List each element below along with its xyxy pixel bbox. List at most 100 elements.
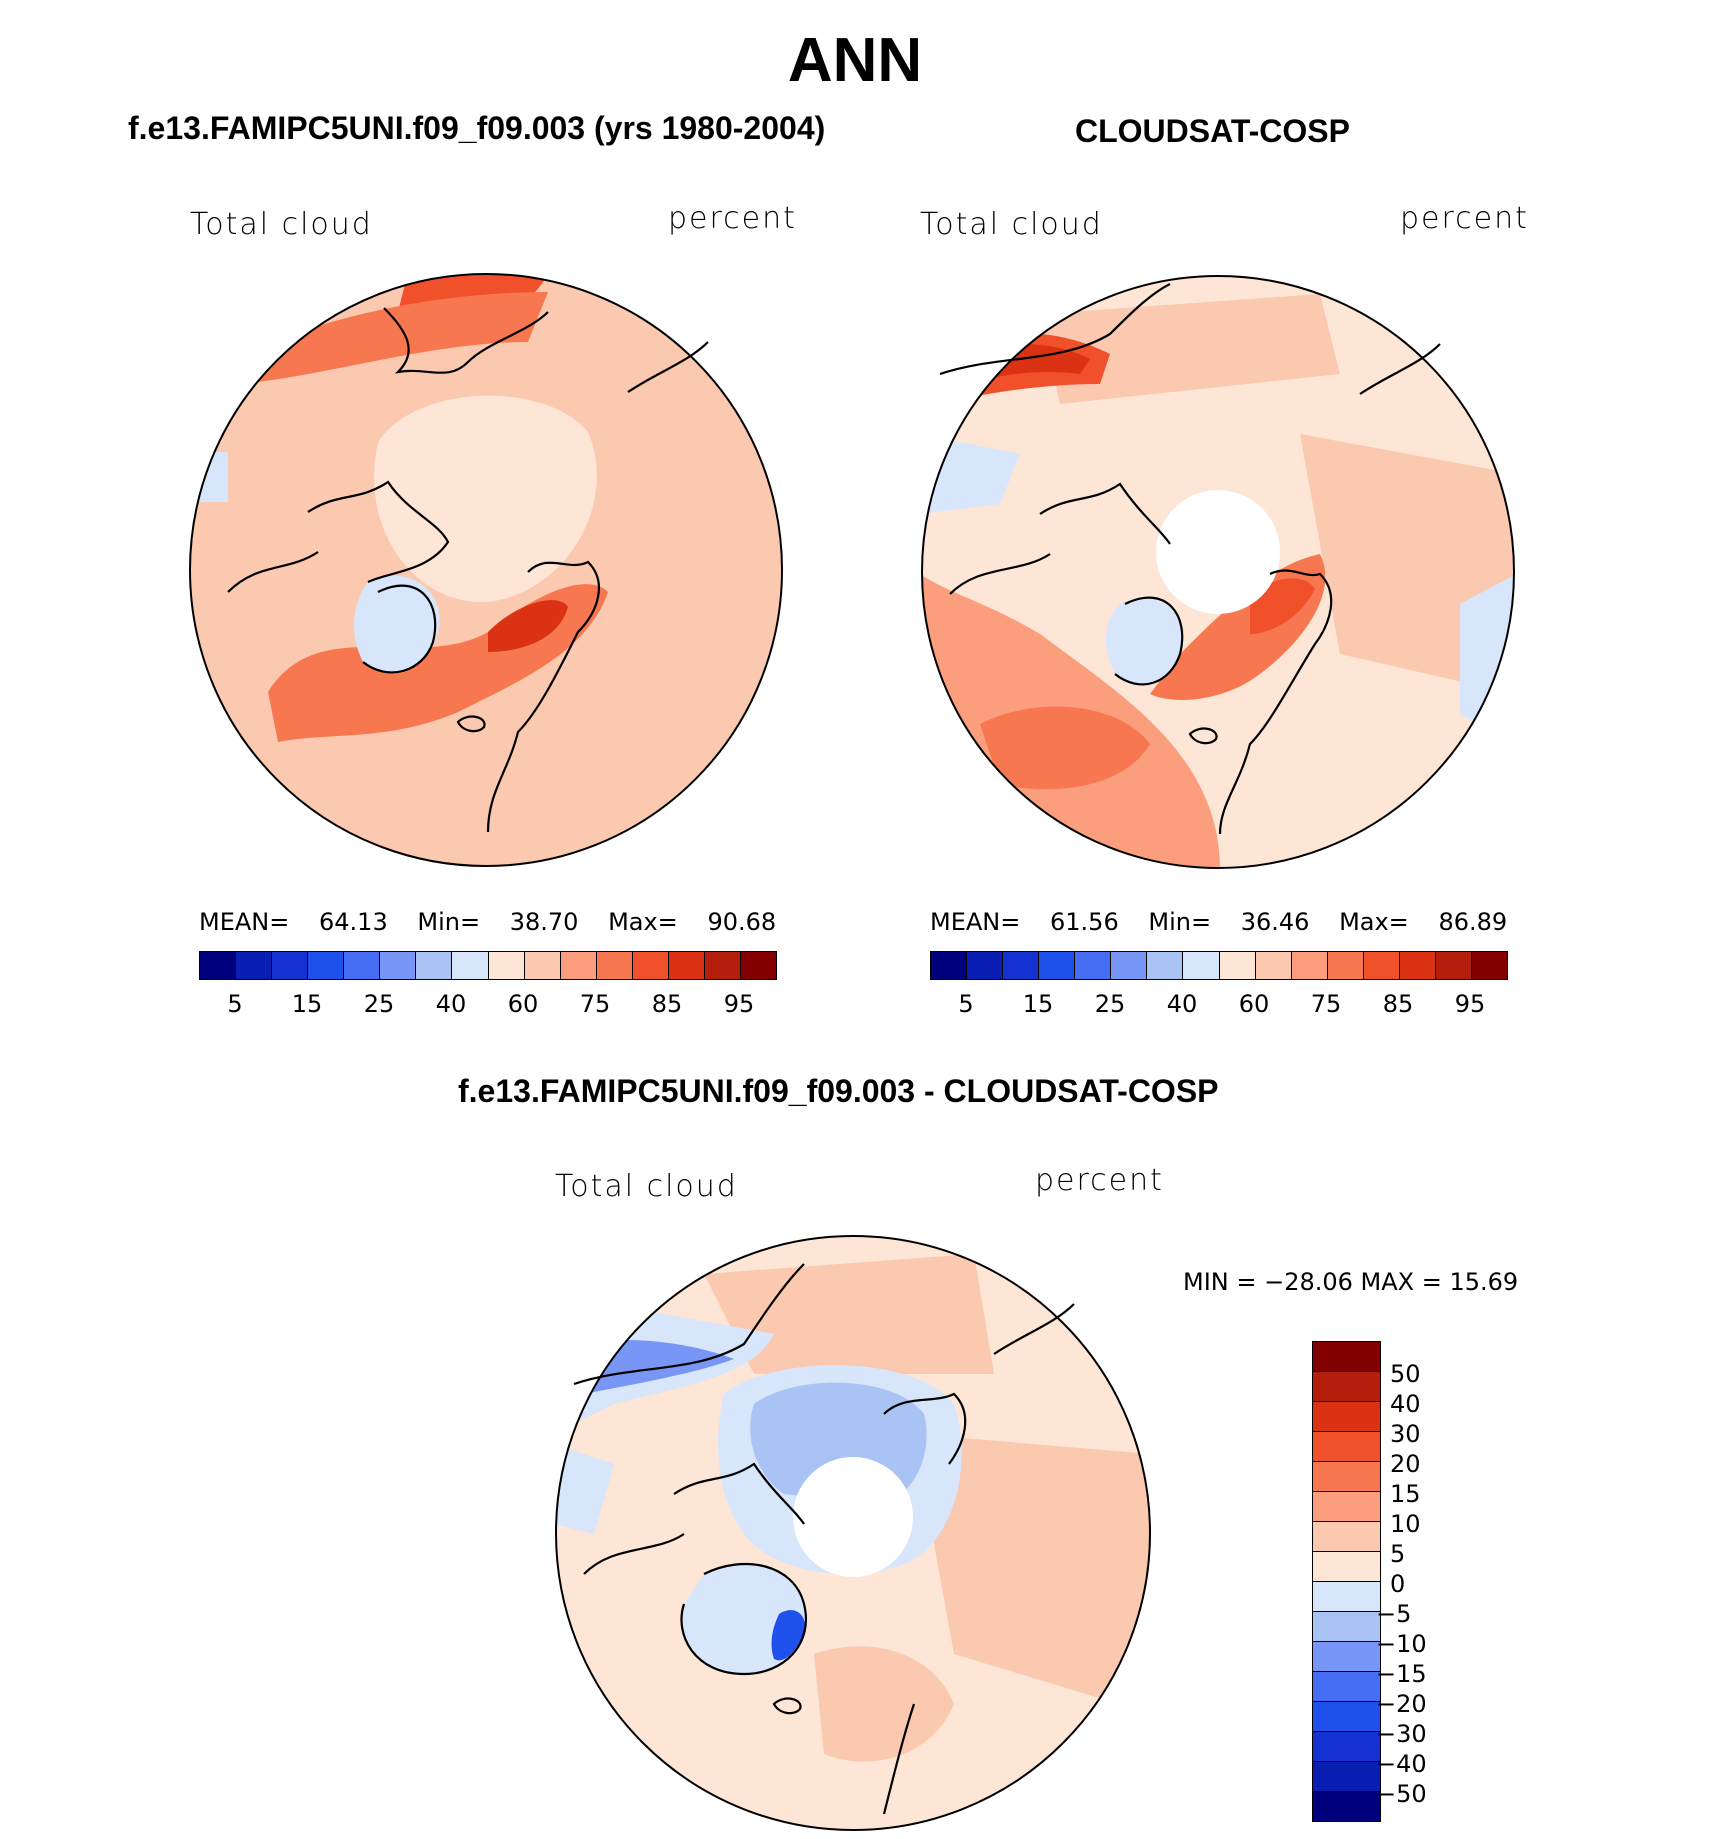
units-label-diff: percent xyxy=(1035,1163,1164,1198)
colorbar-swatch xyxy=(1435,952,1472,979)
colorbar-swatch xyxy=(1313,1342,1380,1372)
colorbar-swatch xyxy=(1313,1402,1380,1432)
colorbar-swatch xyxy=(1313,1522,1380,1552)
cbar-tick: −30 xyxy=(1376,1720,1427,1748)
mean-value-obs: 61.56 xyxy=(1050,908,1119,936)
cbar-tick: 60 xyxy=(1238,990,1270,1018)
colorbar-swatch xyxy=(1471,952,1507,979)
colorbar-swatch xyxy=(524,952,561,979)
units-label-obs: percent xyxy=(1400,201,1529,236)
panel-title-model: f.e13.FAMIPC5UNI.f09_f09.003 (yrs 1980-2… xyxy=(128,110,826,146)
colorbar-swatch xyxy=(272,952,309,979)
colorbar-swatch xyxy=(1255,952,1292,979)
colorbar-ticks-obs: 5 15 25 40 60 75 85 95 xyxy=(930,992,1506,1022)
cbar-tick: −5 xyxy=(1376,1600,1412,1628)
stats-diff: MIN = −28.06 MAX = 15.69 xyxy=(1183,1268,1519,1296)
cbar-tick: 75 xyxy=(579,990,611,1018)
coastlines xyxy=(227,307,709,833)
field-greenland xyxy=(1105,597,1182,685)
cbar-tick: 40 xyxy=(1390,1390,1421,1418)
colorbar-swatch xyxy=(488,952,525,979)
mean-value-model: 64.13 xyxy=(319,908,388,936)
field-east-edge-blue xyxy=(1460,574,1514,744)
cbar-tick: 40 xyxy=(435,990,467,1018)
colorbar-swatch xyxy=(931,952,968,979)
colorbar-swatch xyxy=(1313,1432,1380,1462)
panel-title-obs: CLOUDSAT-COSP xyxy=(1075,113,1350,149)
max-value-obs: 86.89 xyxy=(1438,908,1508,936)
min-value-obs: 36.46 xyxy=(1240,908,1310,936)
cbar-tick: 15 xyxy=(291,990,323,1018)
colorbar-swatch xyxy=(1111,952,1148,979)
field-east-pos xyxy=(914,1434,1150,1714)
polar-map-diff xyxy=(555,1235,1151,1831)
field-atlantic-pos xyxy=(814,1646,954,1762)
cbar-tick: 40 xyxy=(1166,990,1198,1018)
missing-polar-cap xyxy=(1156,490,1280,614)
cbar-tick: 85 xyxy=(651,990,683,1018)
coastlines xyxy=(939,283,1441,835)
panel-title-diff: f.e13.FAMIPC5UNI.f09_f09.003 - CLOUDSAT-… xyxy=(458,1073,1219,1109)
polar-map-model xyxy=(189,273,783,867)
cbar-tick: −50 xyxy=(1376,1780,1427,1808)
field-greenland xyxy=(353,575,440,672)
main-title: ANN xyxy=(787,26,923,95)
stats-obs: MEAN= 61.56 Min= 36.46 Max= 86.89 xyxy=(930,910,1507,934)
colorbar-ticks-diff: 50 40 30 20 15 10 5 0 −5 −10 −15 −20 −30… xyxy=(1376,1341,1500,1821)
colorbar-swatch xyxy=(1313,1642,1380,1672)
colorbar-swatch xyxy=(380,952,417,979)
min-value-model: 38.70 xyxy=(509,908,579,936)
cbar-tick: 30 xyxy=(1390,1420,1421,1448)
max-label-obs: Max= xyxy=(1339,908,1409,936)
colorbar-swatch xyxy=(416,952,453,979)
cbar-tick: 5 xyxy=(958,990,974,1018)
colorbar-obs xyxy=(930,951,1508,980)
variable-label-model: Total cloud xyxy=(190,207,373,242)
cbar-tick: 15 xyxy=(1022,990,1054,1018)
variable-label-obs: Total cloud xyxy=(920,207,1103,242)
colorbar-swatch xyxy=(308,952,345,979)
mean-label-obs: MEAN= xyxy=(930,908,1021,936)
colorbar-swatch xyxy=(1313,1372,1380,1402)
cbar-tick: 5 xyxy=(227,990,243,1018)
colorbar-swatch xyxy=(1075,952,1112,979)
field-east-sector xyxy=(588,312,782,866)
colorbar-swatch xyxy=(1183,952,1220,979)
variable-label-diff: Total cloud xyxy=(555,1169,738,1204)
cbar-tick: 25 xyxy=(1094,990,1126,1018)
colorbar-swatch xyxy=(1313,1612,1380,1642)
colorbar-swatch xyxy=(668,952,705,979)
field-arctic-ocean xyxy=(374,395,597,603)
cbar-tick: 25 xyxy=(363,990,395,1018)
colorbar-swatch xyxy=(1313,1732,1380,1762)
field-canada-blue xyxy=(190,452,228,502)
map-border xyxy=(189,273,783,867)
colorbar-swatch xyxy=(344,952,381,979)
mean-label-model: MEAN= xyxy=(199,908,290,936)
field-pacific-band xyxy=(248,292,548,382)
cbar-tick: 85 xyxy=(1382,990,1414,1018)
field-north-band xyxy=(1040,294,1340,404)
max-label-model: Max= xyxy=(608,908,678,936)
min-label-model: Min= xyxy=(417,908,481,936)
colorbar-swatch xyxy=(1313,1792,1380,1821)
cbar-tick: 95 xyxy=(1454,990,1486,1018)
colorbar-swatch xyxy=(1313,1552,1380,1582)
cbar-tick: 50 xyxy=(1390,1360,1421,1388)
colorbar-swatch xyxy=(596,952,633,979)
cbar-tick: 15 xyxy=(1390,1480,1421,1508)
colorbar-swatch xyxy=(1039,952,1076,979)
colorbar-swatch xyxy=(1313,1762,1380,1792)
colorbar-swatch xyxy=(632,952,669,979)
field-greenland-coast-neg xyxy=(771,1610,805,1661)
coastlines xyxy=(573,1263,1075,1815)
min-label-obs: Min= xyxy=(1148,908,1212,936)
colorbar-swatch xyxy=(1313,1462,1380,1492)
colorbar-swatch xyxy=(560,952,597,979)
field-atlantic-core xyxy=(488,600,568,652)
colorbar-swatch xyxy=(1313,1582,1380,1612)
cbar-tick: −10 xyxy=(1376,1630,1427,1658)
max-value-model: 90.68 xyxy=(707,908,777,936)
colorbar-swatch xyxy=(236,952,273,979)
cbar-tick: 95 xyxy=(723,990,755,1018)
